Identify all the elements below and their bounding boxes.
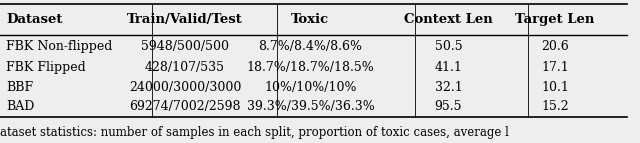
Text: 428/107/535: 428/107/535 [145,61,225,74]
Text: 69274/7002/2598: 69274/7002/2598 [129,100,241,113]
Text: 20.6: 20.6 [541,40,569,53]
Text: FBK Flipped: FBK Flipped [6,61,86,74]
Text: Train/Valid/Test: Train/Valid/Test [127,13,243,26]
Text: 15.2: 15.2 [541,100,569,113]
Text: 17.1: 17.1 [541,61,569,74]
Text: 41.1: 41.1 [435,61,462,74]
Text: 24000/3000/3000: 24000/3000/3000 [129,81,241,94]
Text: 10.1: 10.1 [541,81,569,94]
Text: 5948/500/500: 5948/500/500 [141,40,229,53]
Text: Target Len: Target Len [515,13,595,26]
Text: ataset statistics: number of samples in each split, proportion of toxic cases, a: ataset statistics: number of samples in … [0,127,509,139]
Text: 50.5: 50.5 [435,40,462,53]
Text: BAD: BAD [6,100,35,113]
Text: 32.1: 32.1 [435,81,462,94]
Text: FBK Non-flipped: FBK Non-flipped [6,40,113,53]
Text: Context Len: Context Len [404,13,493,26]
Text: 8.7%/8.4%/8.6%: 8.7%/8.4%/8.6% [259,40,362,53]
Text: BBF: BBF [6,81,33,94]
Text: Toxic: Toxic [291,13,330,26]
Text: 95.5: 95.5 [435,100,462,113]
Text: 10%/10%/10%: 10%/10%/10% [264,81,356,94]
Text: 39.3%/39.5%/36.3%: 39.3%/39.5%/36.3% [246,100,374,113]
Text: 18.7%/18.7%/18.5%: 18.7%/18.7%/18.5% [246,61,374,74]
Text: Dataset: Dataset [6,13,63,26]
